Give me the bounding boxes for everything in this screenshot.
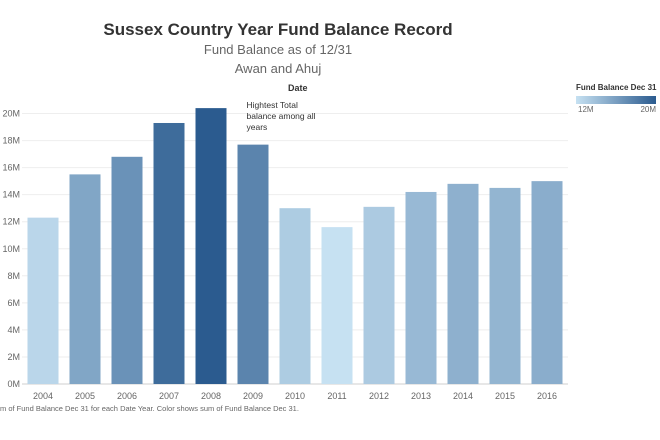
legend-gradient — [576, 96, 656, 104]
y-tick-label: 20M — [2, 109, 20, 119]
y-tick-label: 2M — [7, 352, 20, 362]
x-tick-label: 2004 — [33, 391, 53, 401]
legend-max-label: 20M — [640, 105, 656, 114]
footnote: m of Fund Balance Dec 31 for each Date Y… — [0, 404, 299, 413]
x-tick-label: 2014 — [453, 391, 473, 401]
bar-2008[interactable] — [195, 108, 227, 384]
bar-2016[interactable] — [531, 181, 563, 384]
bar-2010[interactable] — [279, 208, 311, 384]
y-tick-label: 6M — [7, 298, 20, 308]
x-tick-label: 2006 — [117, 391, 137, 401]
y-tick-label: 0M — [7, 379, 20, 389]
bar-2009[interactable] — [237, 144, 269, 384]
legend-title: Fund Balance Dec 31 — [576, 83, 657, 92]
x-tick-label: 2010 — [285, 391, 305, 401]
x-axis-ticks: 2004 2005 2006 2007 2008 2009 2010 2011 2012 2013… — [33, 391, 557, 401]
x-tick-label: 2009 — [243, 391, 263, 401]
legend-min-label: 12M — [578, 105, 594, 114]
y-tick-label: 18M — [2, 136, 20, 146]
y-tick-label: 12M — [2, 217, 20, 227]
x-tick-label: 2008 — [201, 391, 221, 401]
bar-2011[interactable] — [321, 227, 353, 384]
bar-2007[interactable] — [153, 122, 185, 384]
bar-2013[interactable] — [405, 191, 437, 384]
chart-subtitle: Fund Balance as of 12/31 — [203, 42, 353, 57]
y-tick-label: 8M — [7, 271, 20, 281]
chart-authors: Awan and Ahuj — [234, 61, 322, 76]
bars — [27, 108, 563, 384]
x-tick-label: 2012 — [369, 391, 389, 401]
column-header-date[interactable]: Date — [288, 83, 308, 93]
bar-2012[interactable] — [363, 206, 395, 384]
x-tick-label: 2013 — [411, 391, 431, 401]
bar-2006[interactable] — [111, 156, 143, 384]
annotation-text: years — [247, 122, 268, 132]
x-tick-label: 2016 — [537, 391, 557, 401]
y-axis-ticks: 0M 2M 4M 6M 8M 10M 12M 14M 16M 18M 20M — [2, 109, 20, 389]
x-tick-label: 2007 — [159, 391, 179, 401]
bar-2005[interactable] — [69, 174, 101, 384]
chart-title: Sussex Country Year Fund Balance Record — [103, 20, 453, 39]
x-tick-label: 2015 — [495, 391, 515, 401]
x-tick-label: 2005 — [75, 391, 95, 401]
y-tick-label: 4M — [7, 325, 20, 335]
bar-2014[interactable] — [447, 183, 479, 384]
y-tick-label: 10M — [2, 244, 20, 254]
bar-2015[interactable] — [489, 187, 521, 384]
x-tick-label: 2011 — [327, 391, 346, 401]
annotation-text: Hightest Total — [247, 100, 298, 110]
bar-2004[interactable] — [27, 217, 59, 384]
color-legend[interactable]: Fund Balance Dec 31 12M 20M — [576, 83, 660, 116]
y-tick-label: 16M — [2, 163, 20, 173]
annotation-text: balance among all — [247, 111, 316, 121]
y-tick-label: 14M — [2, 190, 20, 200]
